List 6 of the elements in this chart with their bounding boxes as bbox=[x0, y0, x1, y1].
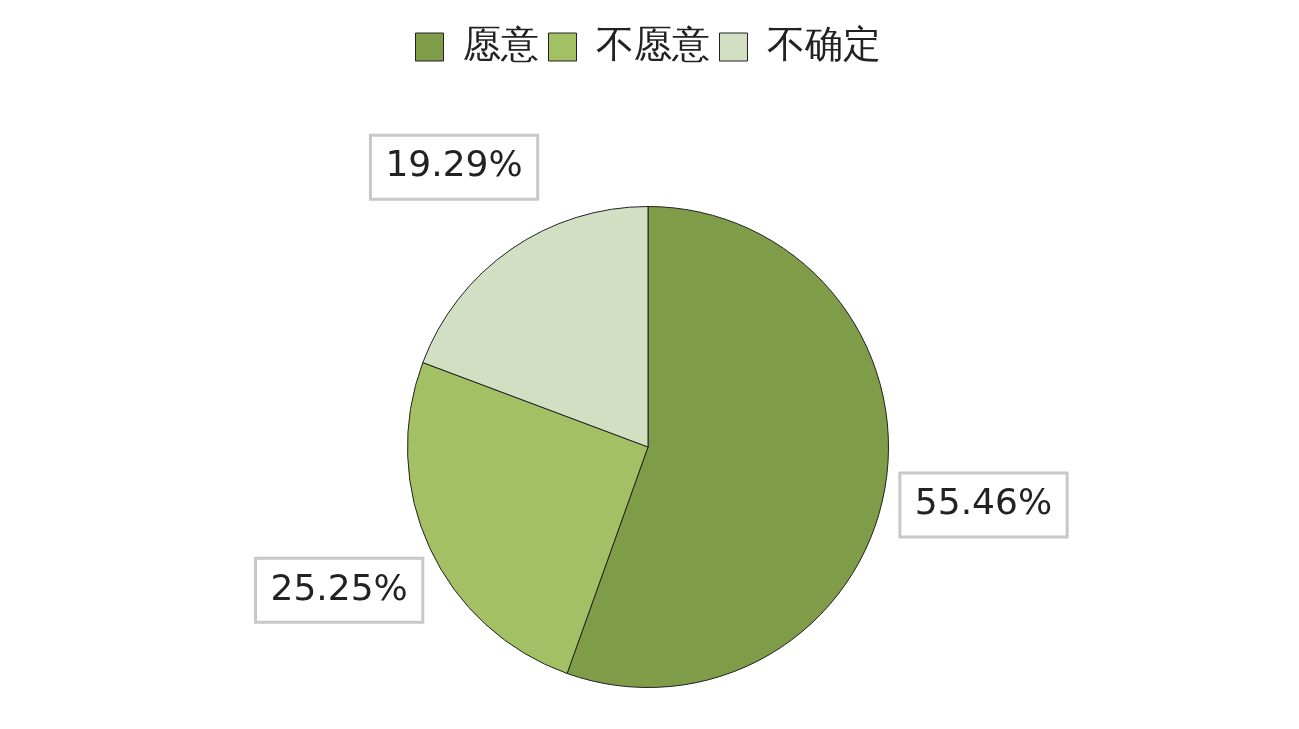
legend-label: 不确定 bbox=[766, 21, 881, 66]
data-label: 55.46% bbox=[914, 481, 1053, 523]
legend-label: 愿意 bbox=[462, 21, 539, 66]
legend-label: 不愿意 bbox=[595, 21, 710, 66]
data-label: 25.25% bbox=[270, 566, 408, 608]
data-label: 19.29% bbox=[385, 143, 523, 185]
